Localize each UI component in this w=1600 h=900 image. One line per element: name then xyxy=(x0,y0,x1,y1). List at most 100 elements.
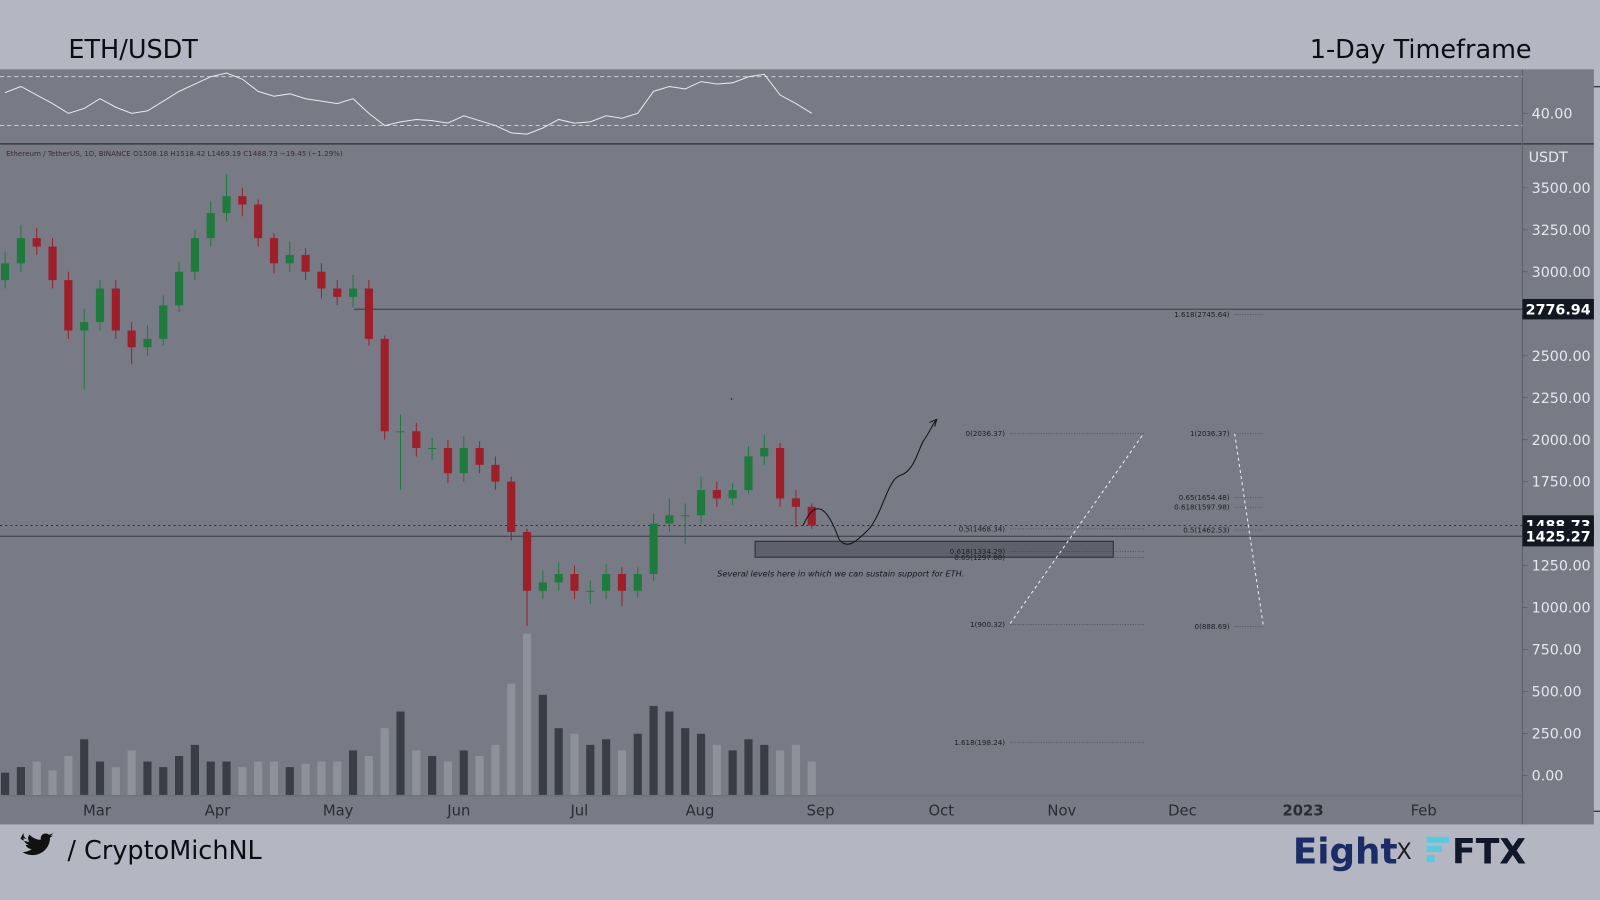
candle-body xyxy=(206,212,215,239)
candle-body xyxy=(48,246,57,281)
candle-body xyxy=(333,288,342,297)
ftx-icon xyxy=(1426,845,1442,853)
fib-label: 1.618(198.24) xyxy=(954,738,1005,747)
price-level-box xyxy=(1522,298,1594,320)
candle-body xyxy=(602,573,611,591)
x-tick-label: Jun xyxy=(446,802,470,819)
volume-bar xyxy=(301,763,310,795)
volume-bar xyxy=(111,767,120,795)
fib-label: 1(900.32) xyxy=(970,620,1005,629)
candle-body xyxy=(238,196,247,205)
candle-body xyxy=(507,481,516,533)
candle-body xyxy=(80,322,89,331)
volume-bar xyxy=(80,739,89,795)
volume-bar xyxy=(728,750,737,795)
candle-body xyxy=(633,573,642,591)
fib-label: 0.65(1297.88) xyxy=(954,553,1005,562)
y-tick-label: 3500.00 xyxy=(1532,181,1591,197)
x-tick-label: Sep xyxy=(807,802,835,819)
volume-bar xyxy=(617,750,627,795)
volume-bar xyxy=(206,761,215,795)
candle-body xyxy=(570,573,579,591)
candle-body xyxy=(491,464,500,482)
chart-panel xyxy=(0,69,1594,825)
y-tick-label: 2000.00 xyxy=(1532,433,1591,449)
fib-label: 0.5(1468.34) xyxy=(959,524,1006,533)
currency-label: USDT xyxy=(1529,150,1568,166)
volume-bar xyxy=(159,767,168,795)
ohlc-legend: Ethereum / TetherUS, 1D, BINANCE O1508.1… xyxy=(6,149,343,158)
candle-body xyxy=(127,330,136,348)
y-tick-label: 500.00 xyxy=(1532,685,1582,701)
volume-bar xyxy=(507,683,516,795)
fib-label: 1.618(2745.64) xyxy=(1174,310,1230,319)
fib-label: 0.5(1462.53) xyxy=(1183,525,1230,534)
candle-body xyxy=(586,590,595,592)
candle-body xyxy=(269,238,279,264)
candle-body xyxy=(364,288,373,339)
candle-body xyxy=(712,490,721,499)
x-tick-label: Dec xyxy=(1168,802,1197,819)
candle-body xyxy=(348,288,358,297)
x-tick-label: 2023 xyxy=(1282,802,1323,819)
ftx-icon xyxy=(1426,855,1435,863)
y-tick-label: 1250.00 xyxy=(1532,559,1591,575)
fib-label: 0(2036.37) xyxy=(966,429,1006,438)
fib-label: 0.618(1597.98) xyxy=(1174,503,1230,512)
volume-bar xyxy=(16,767,25,795)
volume-bar xyxy=(64,755,73,795)
y-tick-label: 1000.00 xyxy=(1532,601,1591,617)
x-tick-label: Aug xyxy=(686,802,715,819)
volume-bar xyxy=(538,694,547,795)
candle-body xyxy=(254,204,263,239)
volume-bar xyxy=(175,755,184,795)
volume-bar xyxy=(412,750,421,795)
x-tick-label: Jul xyxy=(569,802,588,819)
volume-bar xyxy=(95,761,105,795)
volume-bar xyxy=(254,761,263,795)
y-tick-label: 3000.00 xyxy=(1532,265,1591,281)
candle-body xyxy=(301,254,310,272)
volume-bar xyxy=(190,744,199,795)
x-tick-label: Mar xyxy=(83,802,112,819)
volume-bar xyxy=(791,744,800,795)
dot xyxy=(730,398,733,400)
candle-body xyxy=(143,338,152,348)
candle-body xyxy=(428,448,437,450)
volume-bar xyxy=(491,744,500,795)
volume-bar xyxy=(696,733,706,795)
volume-bar xyxy=(602,739,611,795)
candle-body xyxy=(538,582,547,591)
volume-bar xyxy=(333,761,342,795)
candle-body xyxy=(95,288,105,323)
volume-bar xyxy=(586,744,595,795)
volume-bar xyxy=(522,633,532,795)
x-tick-label: Oct xyxy=(928,802,954,819)
candle-body xyxy=(760,448,769,457)
volume-bar xyxy=(459,750,468,795)
volume-bar xyxy=(143,761,152,795)
y-tick-label: 3250.00 xyxy=(1532,223,1591,239)
candle-body xyxy=(64,280,73,331)
candle-body xyxy=(317,271,326,289)
candle-body xyxy=(396,431,405,433)
candle-body xyxy=(1,263,10,281)
volume-bar xyxy=(48,770,57,795)
candle-body xyxy=(475,448,484,465)
timeframe: 1-Day Timeframe xyxy=(1310,35,1532,65)
fib-label: 1(2036.37) xyxy=(1190,429,1230,438)
candle-body xyxy=(16,238,25,264)
volume-bar xyxy=(428,755,437,795)
candle-body xyxy=(617,573,627,591)
candle-body xyxy=(649,523,658,574)
projection-arrow xyxy=(929,418,938,427)
volume-bar xyxy=(269,761,279,795)
candle-body xyxy=(681,515,690,517)
rsi-tick-label: 40.00 xyxy=(1532,106,1573,122)
twitter-icon xyxy=(20,830,54,856)
x-tick-label: May xyxy=(323,802,354,819)
volume-bar xyxy=(665,711,674,795)
twitter-handle: / CryptoMichNL xyxy=(67,836,262,866)
pair-title: ETH/USDT xyxy=(68,35,198,65)
